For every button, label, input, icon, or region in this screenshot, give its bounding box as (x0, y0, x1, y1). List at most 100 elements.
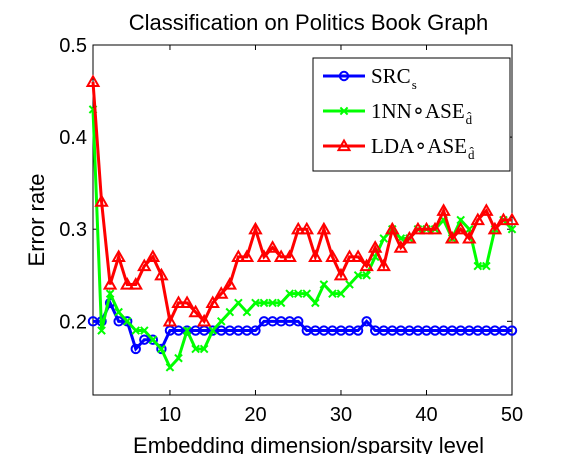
data-point (139, 326, 149, 335)
data-point (259, 298, 269, 308)
data-point (353, 270, 363, 280)
data-point (174, 353, 183, 363)
data-point (352, 325, 364, 336)
data-point (137, 258, 152, 272)
data-point (239, 249, 255, 262)
data-point (367, 240, 383, 253)
legend-label: LDA∘ASE (371, 134, 467, 158)
data-point (248, 221, 263, 235)
data-point (333, 267, 349, 281)
series-2 (85, 74, 520, 327)
data-point (342, 249, 357, 262)
legend-item: LDA∘ASE d̂ (323, 134, 475, 162)
data-point (293, 316, 304, 327)
legend-label: 1NN∘ASE (371, 99, 465, 123)
data-point (250, 325, 261, 336)
data-point (119, 276, 135, 290)
legend-subscript: d̂ (468, 147, 475, 162)
data-point (105, 289, 115, 298)
data-point (462, 230, 477, 244)
data-point (97, 326, 106, 335)
data-point (479, 203, 494, 216)
data-point (361, 316, 372, 327)
data-point (402, 230, 417, 244)
data-point (285, 289, 294, 298)
data-point (359, 258, 374, 272)
data-point (470, 212, 486, 226)
legend-subscript: s (412, 77, 417, 92)
data-point (504, 212, 520, 226)
chart-title: Classification on Politics Book Graph (129, 10, 489, 35)
data-point (85, 74, 101, 87)
data-point (507, 224, 517, 234)
data-point (393, 240, 409, 253)
data-point (154, 267, 169, 281)
data-point (496, 212, 511, 226)
data-point (147, 334, 159, 345)
data-point (111, 249, 126, 262)
x-tick-label: 20 (244, 404, 266, 426)
legend-label: SRC (371, 64, 411, 88)
data-point (131, 326, 141, 335)
data-point (319, 280, 329, 289)
data-point (273, 249, 289, 262)
data-point (336, 289, 346, 298)
data-point (157, 344, 166, 354)
data-point (179, 295, 195, 309)
legend-marker (339, 106, 349, 116)
series-0 (87, 297, 518, 355)
data-point (487, 221, 503, 235)
x-axis-label: Embedding dimension/sparsity level (133, 433, 484, 454)
data-point (156, 343, 167, 355)
data-point (291, 221, 306, 235)
data-point (268, 298, 277, 308)
data-point (242, 307, 252, 317)
data-point (293, 289, 303, 298)
data-point (379, 234, 389, 243)
data-point (473, 261, 483, 271)
data-point (234, 298, 243, 308)
data-point (214, 286, 229, 299)
data-point (419, 221, 434, 235)
x-tick-label: 30 (330, 404, 352, 426)
data-point (316, 221, 332, 235)
data-point (251, 298, 260, 308)
data-point (453, 221, 468, 235)
data-point (311, 298, 320, 308)
data-point (282, 249, 297, 262)
x-tick-label: 50 (501, 404, 523, 426)
data-point (482, 261, 491, 271)
data-point (456, 215, 466, 225)
data-point (196, 313, 212, 327)
data-point (362, 270, 371, 280)
legend-item: 1NN∘ASE d̂ (323, 99, 473, 127)
legend-marker (336, 138, 352, 152)
y-tick-label: 0.4 (59, 127, 87, 149)
data-point (345, 280, 354, 289)
data-point (427, 221, 443, 235)
data-point (114, 307, 123, 317)
y-axis-label: Error rate (24, 174, 49, 267)
data-point (199, 344, 209, 354)
data-point (299, 221, 314, 235)
data-point (506, 325, 518, 336)
data-point (308, 249, 323, 262)
x-tick-label: 40 (415, 404, 437, 426)
data-point (216, 317, 226, 326)
data-point (231, 249, 246, 262)
data-point (148, 335, 158, 345)
data-point (165, 363, 175, 372)
data-point (122, 317, 132, 326)
data-point (350, 249, 366, 262)
y-tick-label: 0.2 (59, 311, 87, 333)
data-point (410, 221, 426, 235)
data-point (130, 343, 141, 355)
data-point (171, 295, 186, 309)
y-tick-label: 0.3 (59, 219, 87, 241)
data-point (94, 194, 109, 207)
data-point (122, 316, 133, 327)
series-1 (88, 105, 517, 372)
data-point (325, 249, 340, 262)
data-point (205, 295, 220, 309)
